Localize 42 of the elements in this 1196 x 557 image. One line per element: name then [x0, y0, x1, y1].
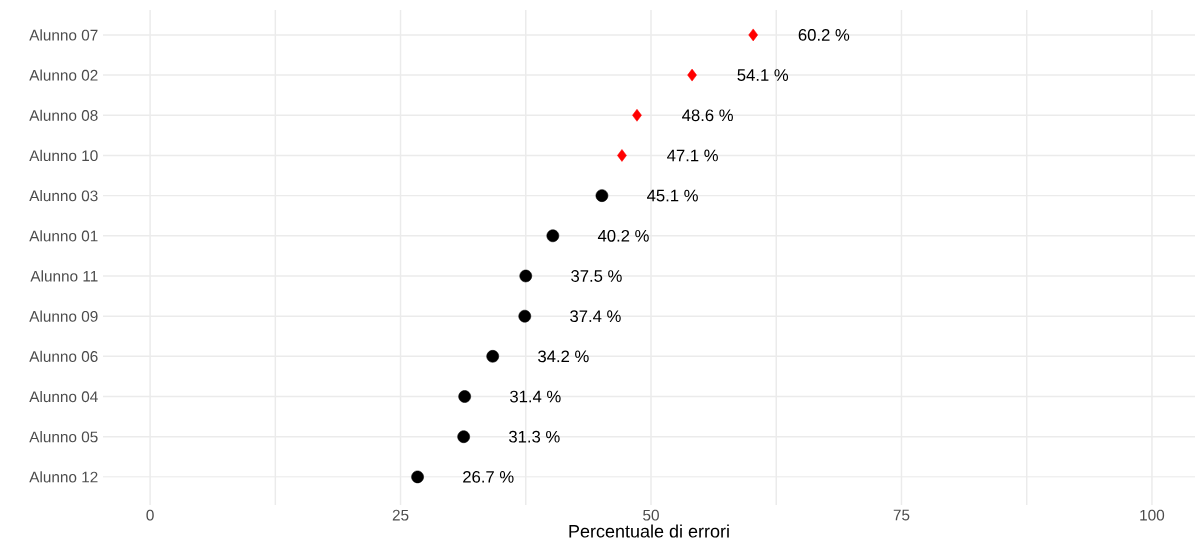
data-label: 47.1 % — [667, 149, 718, 162]
data-label: 40.2 % — [597, 229, 649, 242]
point — [519, 269, 533, 283]
y-tick-label: Alunno 05 — [29, 431, 98, 443]
data-label: 60.2 % — [798, 29, 850, 41]
y-tick-label: Alunno 10 — [29, 149, 98, 162]
data-label: 34.2 % — [538, 350, 589, 363]
data-label: 26.7 % — [463, 470, 514, 483]
y-tick-label: Alunno 07 — [29, 29, 98, 41]
y-tick-label: Alunno 11 — [30, 270, 98, 282]
y-tick-label: Alunno 09 — [29, 310, 98, 322]
point — [687, 68, 697, 82]
data-label: 37.5 % — [571, 270, 622, 282]
point — [748, 28, 758, 42]
data-label: 45.1 % — [647, 189, 698, 202]
data-label: 48.6 % — [682, 109, 733, 122]
y-tick-label: Alunno 06 — [29, 350, 98, 362]
point — [595, 189, 609, 202]
y-tick-label: Alunno 03 — [29, 190, 98, 202]
point — [518, 309, 532, 323]
y-tick-label: Alunno 02 — [29, 69, 98, 81]
point — [458, 390, 471, 403]
x-tick-label: 100 — [1140, 509, 1165, 521]
x-tick-label: 0 — [146, 509, 154, 521]
point — [546, 229, 560, 243]
x-tick-label: 25 — [392, 509, 409, 521]
y-tick-label: Alunno 12 — [29, 471, 98, 483]
x-axis-title: Percentuale di errori — [569, 524, 729, 538]
point — [411, 470, 424, 484]
x-tick-label: 50 — [643, 509, 659, 521]
data-label: 31.3 % — [509, 430, 560, 443]
y-tick-label: Alunno 01 — [29, 230, 98, 242]
y-tick-label: Alunno 04 — [29, 390, 98, 403]
data-label: 31.4 % — [510, 390, 561, 403]
x-tick-label: 75 — [893, 509, 910, 521]
point — [457, 430, 470, 443]
data-label: 54.1 % — [737, 69, 789, 81]
y-tick-label: Alunno 08 — [29, 109, 98, 121]
point — [486, 350, 499, 363]
point — [617, 149, 627, 162]
data-label: 37.4 % — [570, 310, 621, 323]
point — [632, 109, 642, 122]
